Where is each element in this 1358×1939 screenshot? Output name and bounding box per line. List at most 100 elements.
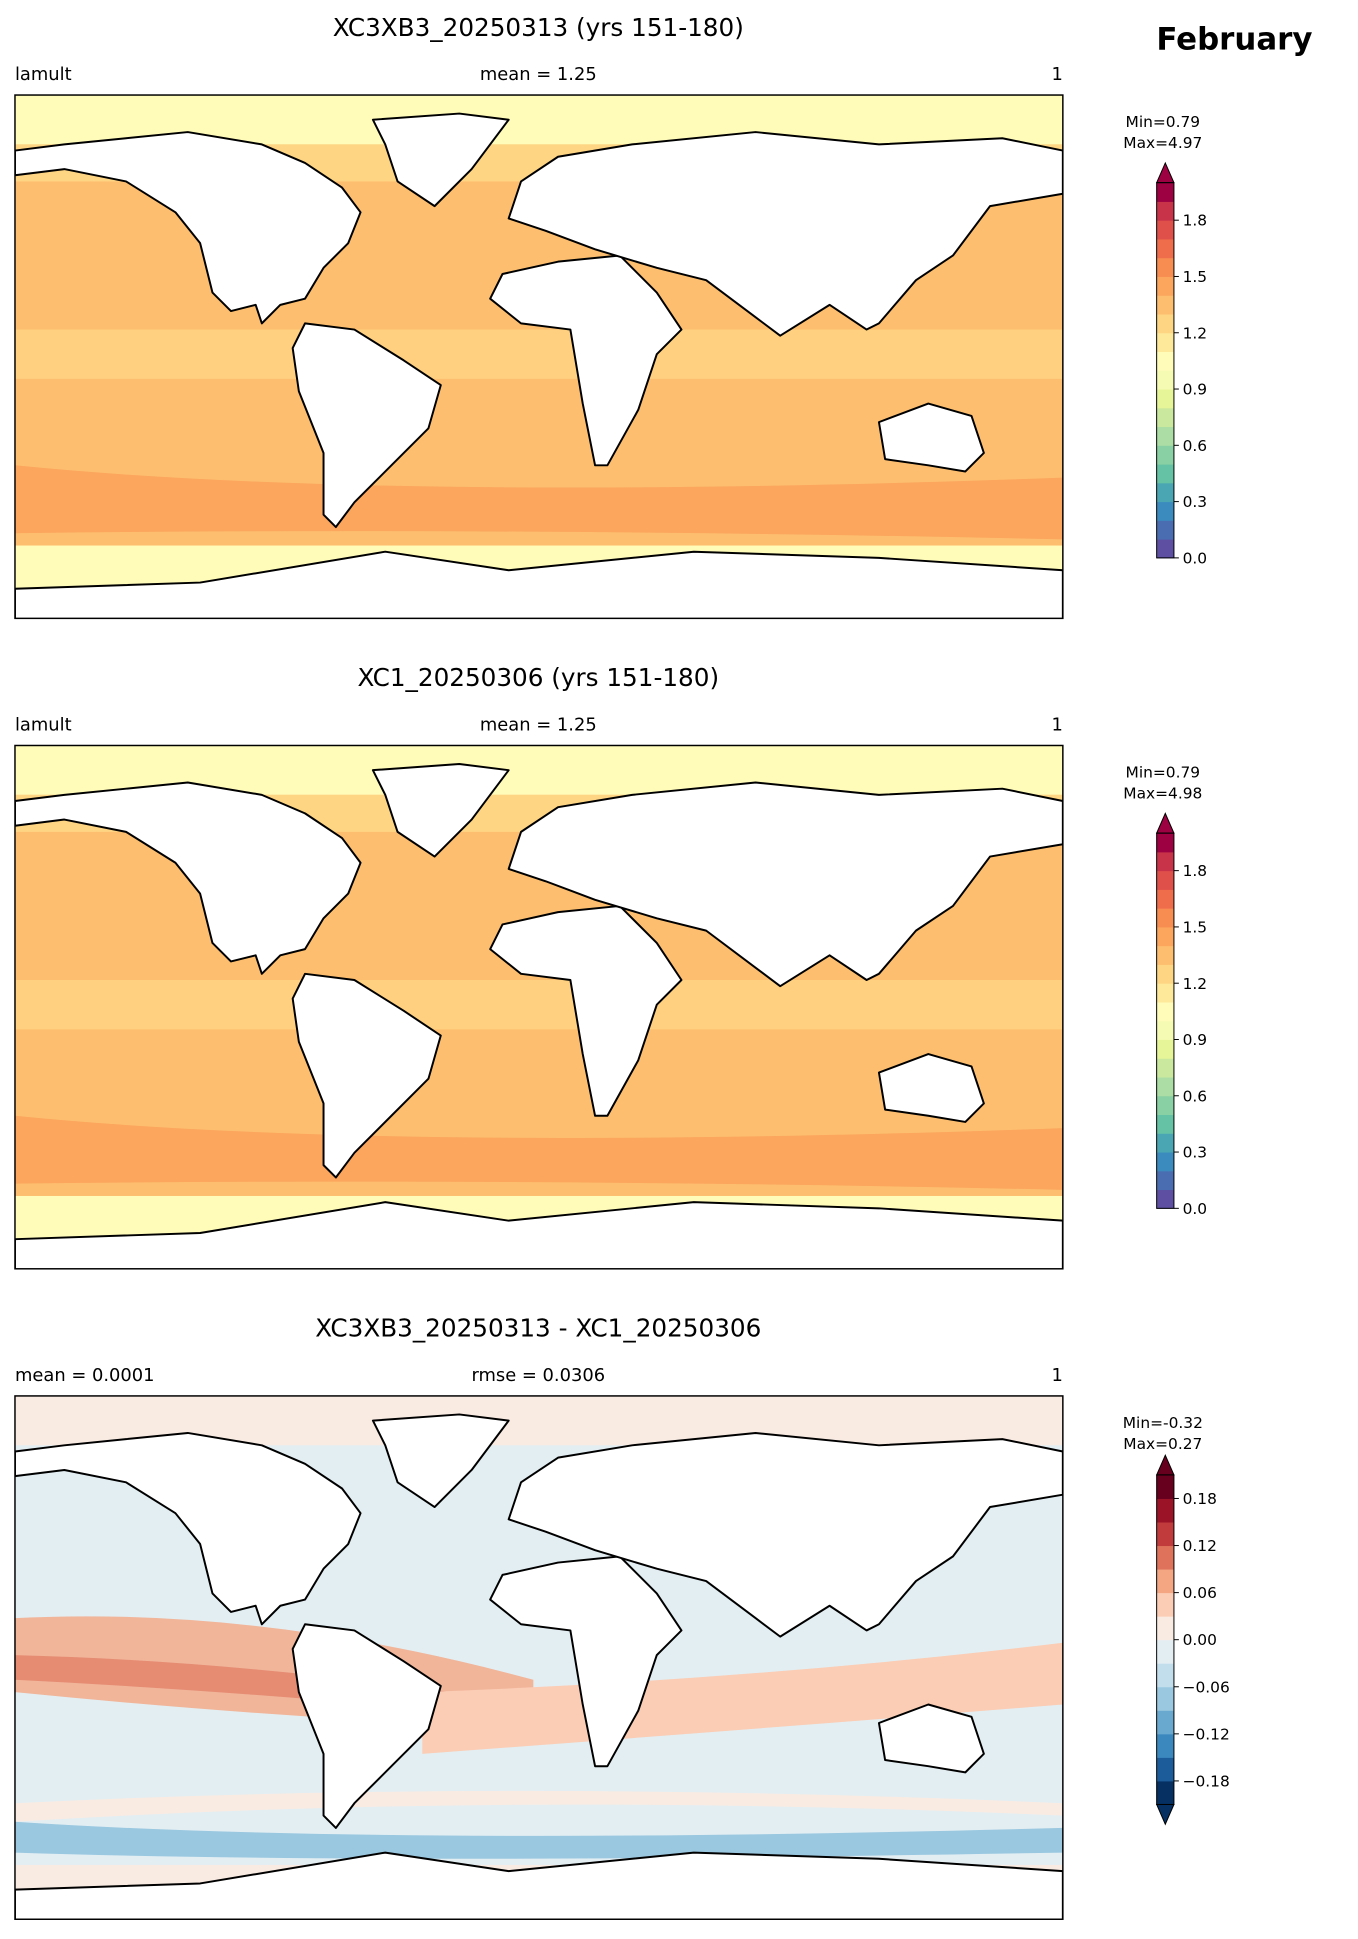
- colorbar-extension: [1155, 812, 1175, 834]
- colorbar-band: [1156, 1039, 1174, 1059]
- colorbar-band: [1156, 426, 1174, 446]
- colorbar-band: [1156, 1757, 1174, 1782]
- right-label: 1: [1051, 715, 1062, 736]
- colorbar-extension: [1155, 1803, 1175, 1826]
- colorbar-band: [1156, 1616, 1174, 1641]
- colorbar-tick-label: 0.9: [1183, 1031, 1208, 1049]
- center-label: mean = 1.25: [480, 715, 597, 736]
- colorbar-tick-label: 0.0: [1183, 549, 1208, 567]
- colorbar-tick-label: 0.06: [1183, 1584, 1217, 1602]
- colorbar-band: [1156, 1522, 1174, 1547]
- colorbar-band: [1156, 220, 1174, 240]
- colorbar-band: [1156, 539, 1174, 559]
- colorbar-band: [1156, 407, 1174, 428]
- right-label: 1: [1051, 64, 1062, 85]
- colorbar-band: [1156, 983, 1174, 1003]
- panel-title: XC3XB3_20250313 - XC1_20250306: [315, 1314, 761, 1343]
- colorbar-frame: [1156, 832, 1175, 1209]
- colorbar-band: [1156, 1686, 1174, 1711]
- colorbar-band: [1156, 964, 1174, 984]
- colorbar-band: [1156, 908, 1174, 928]
- colorbar-band: [1156, 1133, 1174, 1153]
- colorbar-band: [1156, 1170, 1174, 1191]
- colorbar-tick-label: 1.8: [1183, 862, 1208, 880]
- colorbar-band: [1156, 833, 1174, 853]
- colorbar-band: [1156, 520, 1174, 540]
- colorbar-band: [1156, 1569, 1174, 1594]
- colorbar-band: [1156, 464, 1174, 484]
- colorbar-band: [1156, 1095, 1174, 1116]
- left-label: lamult: [15, 64, 72, 85]
- map: [14, 1395, 1064, 1920]
- colorbar-frame: [1156, 182, 1175, 559]
- map: [14, 744, 1064, 1270]
- colorbar-extension: [1155, 161, 1175, 184]
- colorbar-band: [1156, 1592, 1174, 1617]
- colorbar-tick-label: 0.9: [1183, 381, 1208, 399]
- colorbar-band: [1156, 201, 1174, 221]
- center-label: mean = 1.25: [480, 64, 597, 85]
- colorbar-tick-label: −0.18: [1183, 1772, 1230, 1790]
- colorbar-tick-label: 1.2: [1183, 324, 1208, 342]
- colorbar-tick-label: 1.8: [1183, 212, 1208, 230]
- colorbar-band: [1156, 1114, 1174, 1134]
- colorbar-band: [1156, 1474, 1174, 1499]
- colorbar-band: [1156, 445, 1174, 465]
- right-label: 1: [1051, 1365, 1062, 1386]
- colorbar-band: [1156, 945, 1174, 965]
- colorbar-band: [1156, 257, 1174, 277]
- max-label: Max=4.98: [1123, 785, 1202, 803]
- colorbar-band: [1156, 926, 1174, 947]
- colorbar-band: [1156, 1058, 1174, 1078]
- colorbar-band: [1156, 1020, 1174, 1040]
- colorbar-band: [1156, 1545, 1174, 1570]
- colorbar-band: [1156, 482, 1174, 503]
- panel-title: XC3XB3_20250313 (yrs 151-180): [333, 13, 744, 42]
- map-frame: [14, 744, 1064, 1270]
- colorbar-band: [1156, 351, 1174, 371]
- max-label: Max=4.97: [1123, 134, 1202, 152]
- colorbar-band: [1156, 238, 1174, 259]
- colorbar-band: [1156, 332, 1174, 353]
- colorbar-band: [1156, 276, 1174, 296]
- min-label: Min=-0.32: [1123, 1414, 1203, 1432]
- colorbar-tick-label: −0.12: [1183, 1725, 1230, 1743]
- colorbar-band: [1156, 389, 1174, 409]
- colorbar-band: [1156, 1663, 1174, 1688]
- colorbar-band: [1156, 889, 1174, 909]
- colorbar-tick-label: 1.5: [1183, 918, 1208, 936]
- map-field: [14, 95, 1063, 619]
- colorbar-tick-label: 0.00: [1183, 1631, 1217, 1649]
- colorbar-band: [1156, 1189, 1174, 1209]
- colorbar-tick-label: −0.06: [1183, 1678, 1230, 1696]
- map-frame: [14, 94, 1064, 620]
- colorbar-tick-label: 0.0: [1183, 1200, 1208, 1218]
- colorbar-band: [1156, 1077, 1174, 1097]
- colorbar-band: [1156, 870, 1174, 890]
- center-label: rmse = 0.0306: [471, 1365, 605, 1386]
- colorbar-band: [1156, 501, 1174, 521]
- map-frame: [14, 1395, 1064, 1920]
- max-label: Max=0.27: [1123, 1435, 1202, 1453]
- colorbar-band: [1156, 1710, 1174, 1735]
- colorbar-tick-label: 1.5: [1183, 268, 1208, 286]
- colorbar-tick-label: 0.12: [1183, 1537, 1217, 1555]
- colorbar-band: [1156, 1498, 1174, 1523]
- min-label: Min=0.79: [1126, 113, 1201, 131]
- map-field: [14, 1395, 1063, 1920]
- colorbar-tick-label: 0.18: [1183, 1490, 1217, 1508]
- colorbar-tick-label: 0.6: [1183, 437, 1208, 455]
- map: [14, 94, 1064, 620]
- colorbar-extension: [1155, 1453, 1175, 1476]
- colorbar-tick-label: 0.3: [1183, 1144, 1208, 1162]
- min-label: Min=0.79: [1126, 764, 1201, 782]
- left-label: lamult: [15, 715, 72, 736]
- figure-title: February: [1156, 21, 1312, 57]
- panel-title: XC1_20250306 (yrs 151-180): [358, 663, 720, 692]
- colorbar-band: [1156, 1001, 1174, 1022]
- colorbar-band: [1156, 1780, 1174, 1805]
- colorbar-band: [1156, 851, 1174, 872]
- colorbar-band: [1156, 295, 1174, 315]
